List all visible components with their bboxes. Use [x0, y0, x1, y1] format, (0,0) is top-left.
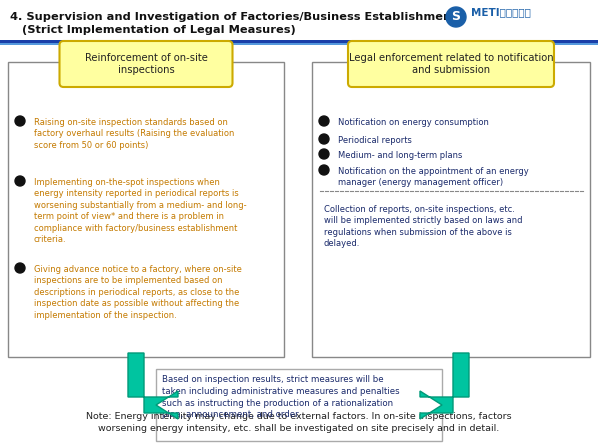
Circle shape: [15, 116, 25, 126]
Text: S: S: [451, 10, 460, 24]
Circle shape: [319, 134, 329, 144]
Text: Giving advance notice to a factory, where on-site
inspections are to be implemen: Giving advance notice to a factory, wher…: [34, 265, 242, 320]
Text: Based on inspection results, strict measures will be
taken including administrat: Based on inspection results, strict meas…: [162, 375, 399, 419]
Circle shape: [15, 176, 25, 186]
Circle shape: [319, 116, 329, 126]
Text: Notification on energy consumption: Notification on energy consumption: [338, 118, 489, 127]
FancyBboxPatch shape: [312, 62, 590, 357]
FancyBboxPatch shape: [348, 41, 554, 87]
Text: Note: Energy intensity may change due to external factors. In on-site inspection: Note: Energy intensity may change due to…: [86, 412, 512, 433]
Polygon shape: [128, 353, 178, 419]
Circle shape: [15, 263, 25, 273]
Text: Notification on the appointment of an energy
manager (energy management officer): Notification on the appointment of an en…: [338, 167, 529, 187]
Text: (Strict Implementation of Legal Measures): (Strict Implementation of Legal Measures…: [10, 25, 296, 35]
FancyBboxPatch shape: [0, 42, 598, 45]
FancyBboxPatch shape: [156, 369, 442, 441]
Text: Raising on-site inspection standards based on
factory overhaul results (Raising : Raising on-site inspection standards bas…: [34, 118, 234, 150]
Circle shape: [446, 7, 466, 27]
FancyBboxPatch shape: [0, 40, 598, 45]
Text: Periodical reports: Periodical reports: [338, 136, 412, 145]
Text: 4. Supervision and Investigation of Factories/Business Establishments: 4. Supervision and Investigation of Fact…: [10, 12, 463, 22]
Text: METI経済産業省: METI経済産業省: [471, 7, 531, 17]
Text: Legal enforcement related to notification
and submission: Legal enforcement related to notificatio…: [349, 53, 553, 75]
FancyBboxPatch shape: [59, 41, 233, 87]
Polygon shape: [420, 353, 469, 419]
Text: Medium- and long-term plans: Medium- and long-term plans: [338, 151, 462, 160]
Circle shape: [319, 149, 329, 159]
Circle shape: [319, 165, 329, 175]
FancyBboxPatch shape: [8, 62, 284, 357]
Text: Collection of reports, on-site inspections, etc.
will be implemented strictly ba: Collection of reports, on-site inspectio…: [324, 205, 523, 249]
Text: Reinforcement of on-site
inspections: Reinforcement of on-site inspections: [84, 53, 208, 75]
Text: Implementing on-the-spot inspections when
energy intensity reported in periodica: Implementing on-the-spot inspections whe…: [34, 178, 246, 244]
